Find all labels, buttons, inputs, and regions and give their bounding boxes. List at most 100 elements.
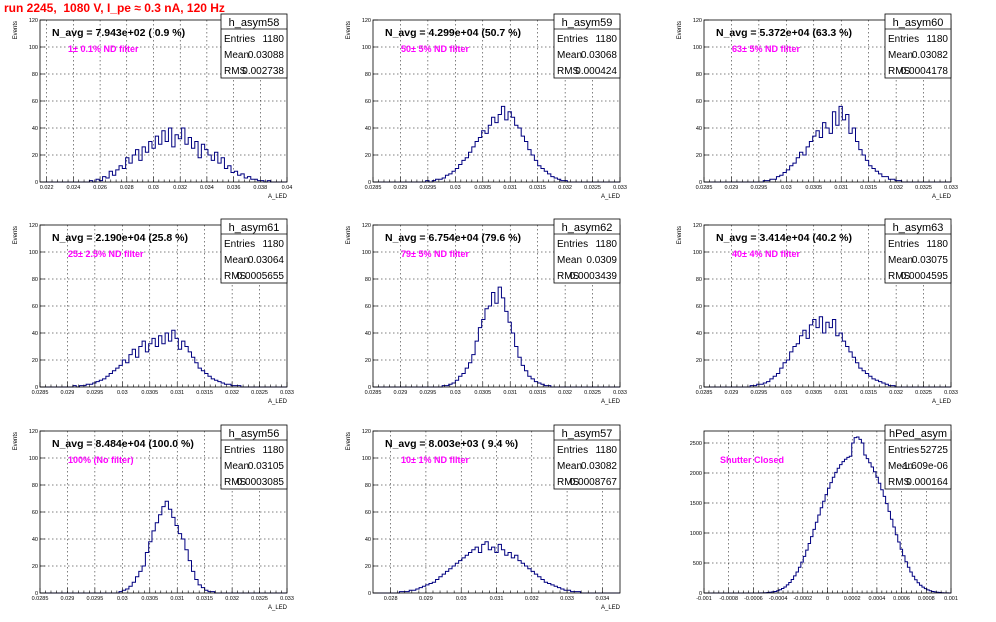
- stats-title: h_asym57: [562, 428, 613, 440]
- y-tick-label: 40: [365, 537, 371, 543]
- x-axis-label: A_LED: [268, 194, 288, 200]
- stats-value: -1.609e-06: [900, 461, 949, 472]
- x-tick-label: 0.0315: [196, 596, 213, 602]
- x-tick-label: -0.0006: [744, 596, 763, 602]
- y-tick-label: 20: [365, 153, 371, 159]
- x-tick-label: 0.0285: [32, 390, 49, 396]
- x-tick-label: 0.032: [525, 596, 539, 602]
- histogram-line-h_asym62: [373, 286, 620, 388]
- y-tick-label: 2000: [690, 471, 702, 477]
- stats-key: Mean: [224, 255, 249, 266]
- y-tick-label: 0: [699, 180, 702, 186]
- x-tick-label: 0.033: [280, 390, 294, 396]
- y-tick-label: 80: [32, 277, 38, 283]
- x-tick-label: 0.029: [394, 185, 408, 191]
- histogram-line-h_asym61: [40, 329, 287, 388]
- y-tick-label: 20: [696, 358, 702, 364]
- stats-value: 0.03082: [912, 50, 949, 61]
- x-tick-label: 0.0325: [915, 390, 932, 396]
- y-tick-label: 80: [696, 72, 702, 78]
- y-tick-label: 60: [32, 510, 38, 516]
- x-axis-label: A_LED: [268, 399, 288, 405]
- stats-box: [884, 218, 952, 284]
- n-avg-label: N_avg = 8.484e+04 (100.0 %): [52, 438, 194, 450]
- stats-key: RMS: [888, 66, 911, 77]
- y-tick-label: 0: [368, 180, 371, 186]
- x-tick-label: -0.0004: [769, 596, 788, 602]
- stats-box: [553, 218, 621, 284]
- y-tick-label: 40: [365, 331, 371, 337]
- x-tick-label: 0.0305: [805, 185, 822, 191]
- y-tick-label: 100: [362, 45, 371, 51]
- y-tick-label: 0: [35, 180, 38, 186]
- y-tick-label: 120: [362, 429, 371, 435]
- stats-value: 0.0003085: [237, 477, 285, 488]
- stats-value: 0.0008767: [570, 477, 618, 488]
- x-tick-label: 0.0315: [196, 390, 213, 396]
- stats-box: [884, 13, 952, 79]
- stats-key: RMS: [557, 66, 580, 77]
- stats-title: h_asym61: [229, 222, 280, 234]
- y-tick-label: 20: [32, 153, 38, 159]
- histogram-panel-h_asym60: 0.0285 0.029 0.0295 0.03 0.0305 0.031 0.0315 0.…: [677, 13, 958, 200]
- y-axis-label: Events: [677, 21, 683, 39]
- x-tick-label: 0.0325: [251, 390, 268, 396]
- histogram-line-h_asym56: [40, 500, 287, 594]
- filter-label: 25± 2.5% ND filter: [68, 249, 144, 259]
- x-tick-label: 0.029: [725, 185, 739, 191]
- x-tick-label: 0.033: [944, 185, 958, 191]
- y-tick-label: 0: [368, 591, 371, 597]
- x-tick-label: 0.029: [61, 596, 75, 602]
- stats-value: 0.000424: [575, 66, 617, 77]
- y-tick-label: 80: [365, 277, 371, 283]
- stats-value: 0.002738: [242, 66, 284, 77]
- x-tick-label: 0.0295: [750, 390, 767, 396]
- stats-value: 0.03068: [581, 50, 618, 61]
- x-tick-label: 0.031: [170, 596, 184, 602]
- x-tick-label: 0.029: [61, 390, 75, 396]
- x-tick-label: 0.0315: [860, 390, 877, 396]
- x-tick-label: 0.036: [227, 185, 241, 191]
- y-tick-label: 60: [365, 99, 371, 105]
- stats-key: Mean: [888, 50, 913, 61]
- y-tick-label: 80: [32, 72, 38, 78]
- stats-value: 0.03088: [248, 50, 285, 61]
- stats-title: h_asym63: [893, 222, 944, 234]
- y-tick-label: 0: [35, 385, 38, 391]
- x-tick-label: 0.0315: [529, 185, 546, 191]
- x-tick-label: 0.032: [889, 390, 903, 396]
- y-axis-label: Events: [13, 432, 19, 450]
- x-tick-label: 0.0285: [365, 185, 382, 191]
- y-tick-label: 20: [365, 564, 371, 570]
- y-tick-label: 500: [693, 561, 702, 567]
- x-tick-label: 0.028: [120, 185, 134, 191]
- filter-label: 1± 0.1% ND filter: [68, 44, 139, 54]
- y-tick-label: 2500: [690, 441, 702, 447]
- stats-key: Mean: [557, 50, 582, 61]
- y-tick-label: 20: [365, 358, 371, 364]
- stats-value: 0.0004595: [901, 271, 949, 282]
- x-tick-label: 0.0008: [918, 596, 935, 602]
- x-tick-label: 0.0305: [474, 185, 491, 191]
- y-tick-label: 120: [362, 18, 371, 24]
- x-tick-label: 0.033: [613, 390, 627, 396]
- y-tick-label: 100: [29, 45, 38, 51]
- y-tick-label: 100: [693, 45, 702, 51]
- stats-key: RMS: [557, 477, 580, 488]
- stats-value: 0.0004178: [901, 66, 949, 77]
- x-tick-label: 0.032: [173, 185, 187, 191]
- stats-title: h_asym56: [229, 428, 280, 440]
- run-title: run 2245, 1080 V, I_pe ≈ 0.3 nA, 120 Hz: [4, 1, 225, 15]
- y-tick-label: 1500: [690, 501, 702, 507]
- filter-label: Shutter Closed: [720, 455, 784, 465]
- stats-value: 0.0005655: [237, 271, 285, 282]
- stats-key: Entries: [557, 445, 588, 456]
- x-tick-label: 0.0295: [86, 390, 103, 396]
- x-tick-label: 0.022: [40, 185, 54, 191]
- x-tick-label: 0.024: [66, 185, 80, 191]
- y-tick-label: 40: [696, 126, 702, 132]
- x-axis-label: A_LED: [601, 605, 621, 611]
- stats-key: RMS: [224, 66, 247, 77]
- x-tick-label: 0.03: [117, 596, 128, 602]
- stats-value: 0.0003439: [570, 271, 618, 282]
